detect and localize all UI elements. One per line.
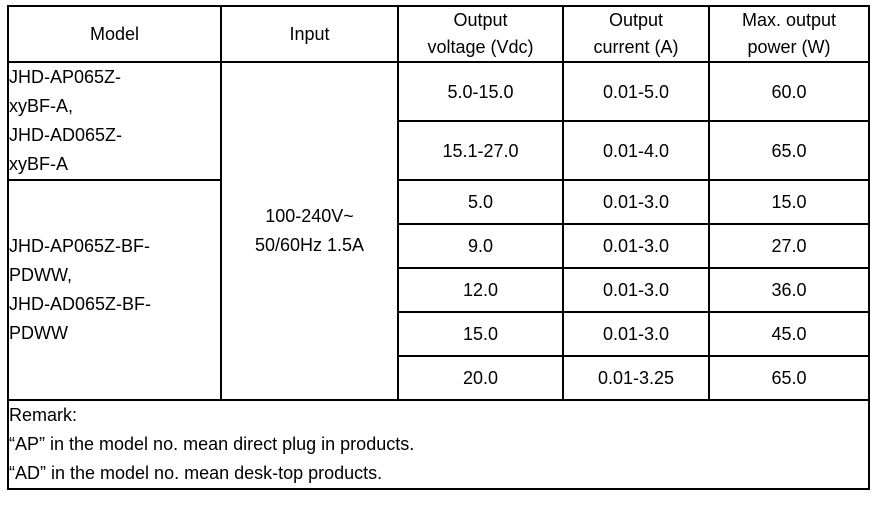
header-output-current: Output current (A) xyxy=(562,5,710,63)
voltage-cell: 5.0 xyxy=(397,179,564,225)
input-cell: 100-240V~ 50/60Hz 1.5A xyxy=(220,61,399,401)
current-cell: 0.01-3.0 xyxy=(562,267,710,313)
current-cell: 0.01-4.0 xyxy=(562,120,710,181)
power-cell: 45.0 xyxy=(708,311,870,357)
header-row: Model Input Output voltage (Vdc) Output … xyxy=(7,5,870,63)
header-model: Model xyxy=(7,5,222,63)
remark-row: Remark: “AP” in the model no. mean direc… xyxy=(7,399,870,490)
power-cell: 65.0 xyxy=(708,120,870,181)
power-cell: 65.0 xyxy=(708,355,870,401)
table-row: 12.0 0.01-3.0 36.0 xyxy=(8,267,870,313)
current-cell: 0.01-3.0 xyxy=(562,179,710,225)
table-row: 9.0 0.01-3.0 27.0 xyxy=(8,223,870,269)
header-output-voltage: Output voltage (Vdc) xyxy=(397,5,564,63)
model-cell-group-1: JHD-AP065Z- xyBF-A, JHD-AD065Z- xyBF-A xyxy=(7,61,222,181)
power-cell: 60.0 xyxy=(708,61,870,122)
voltage-cell: 15.1-27.0 xyxy=(397,120,564,181)
table-row: JHD-AP065Z-BF- PDWW, JHD-AD065Z-BF- PDWW… xyxy=(7,179,870,401)
voltage-cell: 5.0-15.0 xyxy=(397,61,564,122)
header-max-power: Max. output power (W) xyxy=(708,5,870,63)
voltage-cell: 15.0 xyxy=(397,311,564,357)
current-cell: 0.01-3.25 xyxy=(562,355,710,401)
power-cell: 27.0 xyxy=(708,223,870,269)
model-cell-group-2: JHD-AP065Z-BF- PDWW, JHD-AD065Z-BF- PDWW xyxy=(7,179,222,401)
remark-cell: Remark: “AP” in the model no. mean direc… xyxy=(7,399,870,490)
table-row: 20.0 0.01-3.25 65.0 xyxy=(8,355,870,401)
power-spec-table: Model Input Output voltage (Vdc) Output … xyxy=(7,5,870,490)
table-row: 15.1-27.0 0.01-4.0 65.0 xyxy=(8,120,870,181)
voltage-cell: 9.0 xyxy=(397,223,564,269)
header-input: Input xyxy=(220,5,399,63)
current-cell: 0.01-5.0 xyxy=(562,61,710,122)
table-row: 15.0 0.01-3.0 45.0 xyxy=(8,311,870,357)
voltage-cell: 20.0 xyxy=(397,355,564,401)
power-cell: 15.0 xyxy=(708,179,870,225)
current-cell: 0.01-3.0 xyxy=(562,311,710,357)
table-row: JHD-AP065Z- xyBF-A, JHD-AD065Z- xyBF-A 1… xyxy=(7,61,870,401)
power-cell: 36.0 xyxy=(708,267,870,313)
current-cell: 0.01-3.0 xyxy=(562,223,710,269)
voltage-cell: 12.0 xyxy=(397,267,564,313)
